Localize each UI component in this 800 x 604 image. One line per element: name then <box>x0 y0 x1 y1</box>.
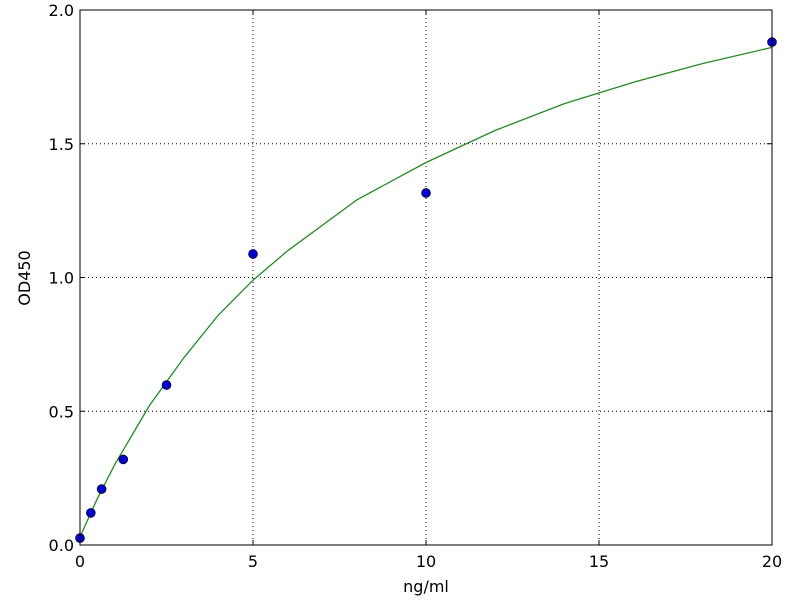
y-tick-label: 1.5 <box>49 135 74 154</box>
grid <box>79 9 773 546</box>
x-tick-label: 0 <box>75 552 85 571</box>
x-axis-label: ng/ml <box>403 577 449 596</box>
data-point <box>96 484 107 494</box>
x-tick-label: 15 <box>589 552 609 571</box>
x-tick-label: 5 <box>248 552 258 571</box>
y-axis-label: OD450 <box>15 250 34 305</box>
data-point <box>118 454 129 465</box>
data-point <box>248 249 258 259</box>
data-point <box>161 380 172 390</box>
y-tick-label: 0.0 <box>49 536 74 555</box>
ticks: 0 5 10 15 20 0.0 0.5 1.0 1.5 2.0 <box>49 1 783 571</box>
data-point <box>421 188 431 198</box>
y-tick-label: 0.5 <box>49 402 74 421</box>
y-tick-label: 2.0 <box>49 1 74 20</box>
x-tick-label: 20 <box>762 552 782 571</box>
x-tick-label: 10 <box>416 552 436 571</box>
y-tick-label: 1.0 <box>49 269 74 288</box>
fitted-curve <box>79 46 773 538</box>
data-point <box>86 508 96 518</box>
